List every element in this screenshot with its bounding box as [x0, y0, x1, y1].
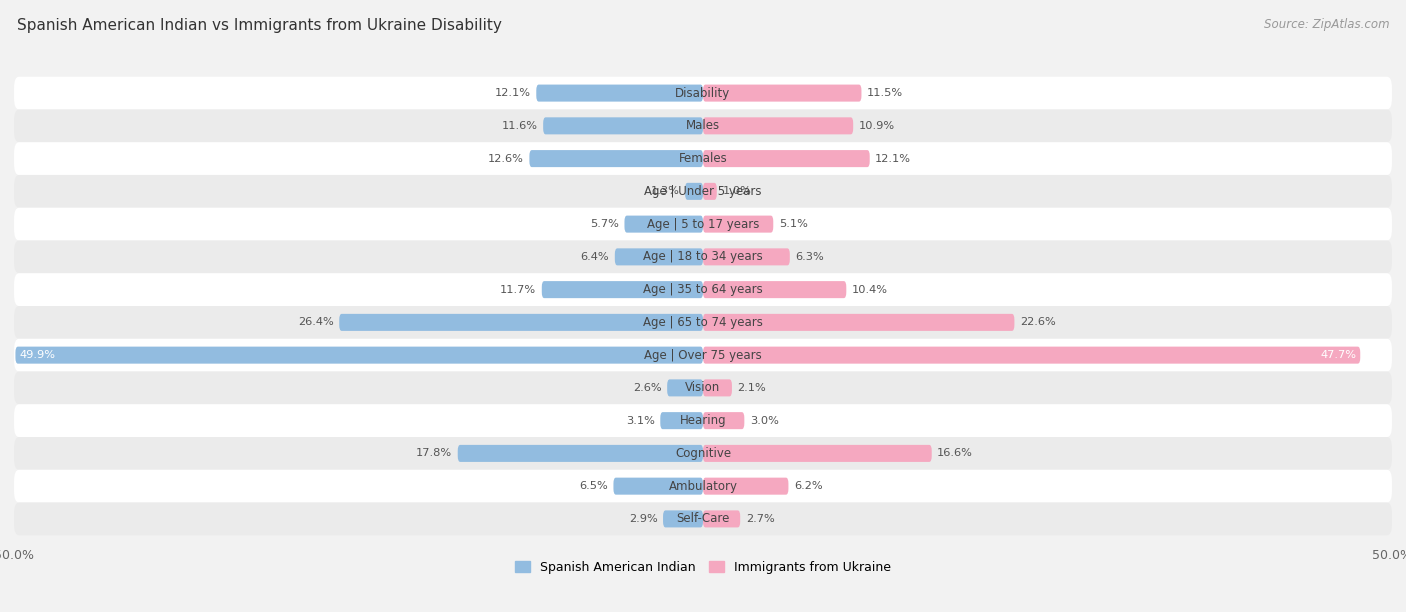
FancyBboxPatch shape [15, 346, 703, 364]
FancyBboxPatch shape [14, 76, 1392, 110]
FancyBboxPatch shape [543, 118, 703, 135]
Text: Age | 5 to 17 years: Age | 5 to 17 years [647, 218, 759, 231]
Text: 3.0%: 3.0% [749, 416, 779, 425]
Text: 2.7%: 2.7% [745, 514, 775, 524]
Text: 6.4%: 6.4% [581, 252, 609, 262]
FancyBboxPatch shape [664, 510, 703, 528]
Text: Females: Females [679, 152, 727, 165]
Text: Cognitive: Cognitive [675, 447, 731, 460]
Text: Disability: Disability [675, 86, 731, 100]
Text: Ambulatory: Ambulatory [668, 480, 738, 493]
Text: 11.6%: 11.6% [502, 121, 537, 131]
FancyBboxPatch shape [668, 379, 703, 397]
Text: 16.6%: 16.6% [938, 449, 973, 458]
Text: Vision: Vision [685, 381, 721, 394]
FancyBboxPatch shape [14, 470, 1392, 502]
Text: Males: Males [686, 119, 720, 132]
Text: 17.8%: 17.8% [416, 449, 453, 458]
Text: Self-Care: Self-Care [676, 512, 730, 526]
Text: 47.7%: 47.7% [1320, 350, 1357, 360]
FancyBboxPatch shape [703, 118, 853, 135]
Text: 6.3%: 6.3% [796, 252, 824, 262]
Text: 26.4%: 26.4% [298, 318, 333, 327]
Text: 49.9%: 49.9% [20, 350, 56, 360]
Text: 12.6%: 12.6% [488, 154, 524, 163]
FancyBboxPatch shape [14, 175, 1392, 207]
FancyBboxPatch shape [613, 477, 703, 494]
FancyBboxPatch shape [703, 84, 862, 102]
Text: Age | Under 5 years: Age | Under 5 years [644, 185, 762, 198]
FancyBboxPatch shape [14, 273, 1392, 306]
Text: 12.1%: 12.1% [495, 88, 531, 98]
FancyBboxPatch shape [530, 150, 703, 167]
Text: 11.7%: 11.7% [501, 285, 536, 294]
Text: 6.2%: 6.2% [794, 481, 823, 491]
FancyBboxPatch shape [703, 183, 717, 200]
FancyBboxPatch shape [703, 281, 846, 298]
FancyBboxPatch shape [703, 510, 740, 528]
FancyBboxPatch shape [624, 215, 703, 233]
Text: 1.3%: 1.3% [651, 187, 679, 196]
Text: Spanish American Indian vs Immigrants from Ukraine Disability: Spanish American Indian vs Immigrants fr… [17, 18, 502, 34]
Text: 6.5%: 6.5% [579, 481, 607, 491]
FancyBboxPatch shape [614, 248, 703, 266]
FancyBboxPatch shape [685, 183, 703, 200]
FancyBboxPatch shape [703, 379, 733, 397]
FancyBboxPatch shape [703, 477, 789, 494]
FancyBboxPatch shape [458, 445, 703, 462]
FancyBboxPatch shape [703, 314, 1014, 331]
Text: 2.6%: 2.6% [633, 383, 662, 393]
FancyBboxPatch shape [14, 207, 1392, 241]
FancyBboxPatch shape [14, 437, 1392, 470]
FancyBboxPatch shape [703, 346, 1360, 364]
Text: Source: ZipAtlas.com: Source: ZipAtlas.com [1264, 18, 1389, 31]
FancyBboxPatch shape [14, 241, 1392, 273]
Text: 10.9%: 10.9% [859, 121, 894, 131]
FancyBboxPatch shape [703, 445, 932, 462]
Text: 5.1%: 5.1% [779, 219, 807, 229]
Text: Age | 65 to 74 years: Age | 65 to 74 years [643, 316, 763, 329]
Text: 11.5%: 11.5% [868, 88, 903, 98]
Text: 3.1%: 3.1% [626, 416, 655, 425]
Text: 22.6%: 22.6% [1019, 318, 1056, 327]
FancyBboxPatch shape [703, 248, 790, 266]
FancyBboxPatch shape [14, 306, 1392, 339]
Text: 2.1%: 2.1% [738, 383, 766, 393]
FancyBboxPatch shape [14, 142, 1392, 175]
FancyBboxPatch shape [541, 281, 703, 298]
FancyBboxPatch shape [14, 502, 1392, 536]
FancyBboxPatch shape [703, 150, 870, 167]
Text: Age | 18 to 34 years: Age | 18 to 34 years [643, 250, 763, 263]
FancyBboxPatch shape [14, 339, 1392, 371]
FancyBboxPatch shape [536, 84, 703, 102]
FancyBboxPatch shape [703, 412, 744, 429]
FancyBboxPatch shape [14, 371, 1392, 405]
Text: 1.0%: 1.0% [723, 187, 751, 196]
Text: 2.9%: 2.9% [628, 514, 658, 524]
FancyBboxPatch shape [14, 110, 1392, 142]
Text: Age | Over 75 years: Age | Over 75 years [644, 349, 762, 362]
FancyBboxPatch shape [14, 405, 1392, 437]
Text: 10.4%: 10.4% [852, 285, 887, 294]
FancyBboxPatch shape [661, 412, 703, 429]
Legend: Spanish American Indian, Immigrants from Ukraine: Spanish American Indian, Immigrants from… [510, 556, 896, 579]
FancyBboxPatch shape [703, 215, 773, 233]
Text: Hearing: Hearing [679, 414, 727, 427]
Text: 12.1%: 12.1% [875, 154, 911, 163]
FancyBboxPatch shape [339, 314, 703, 331]
Text: 5.7%: 5.7% [591, 219, 619, 229]
Text: Age | 35 to 64 years: Age | 35 to 64 years [643, 283, 763, 296]
